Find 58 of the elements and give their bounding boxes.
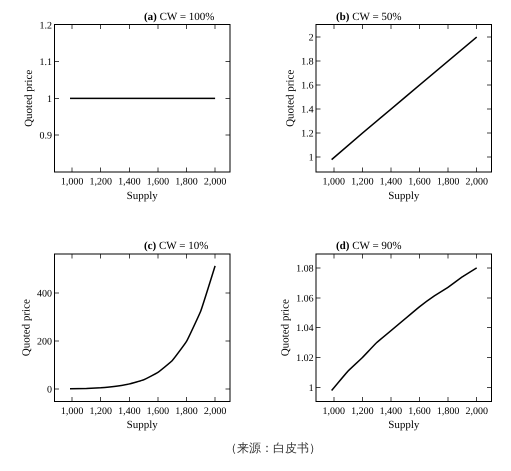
x-axis-title: Supply [126,419,158,432]
x-tick-label: 1,600 [146,406,170,417]
x-tick-label: 1,000 [322,406,345,417]
x-tick-label: 1,200 [89,406,112,417]
y-tick-label: 1.2 [40,20,52,32]
x-tick-label: 1,600 [146,176,170,188]
y-tick-label: 1.4 [301,104,314,116]
x-tick-label: 2,000 [465,406,488,417]
x-tick-label: 1,200 [351,176,374,188]
y-tick-label: 1.08 [296,263,314,274]
text: （来源：白皮书） [225,441,321,455]
y-tick-label: 1.1 [40,57,52,68]
x-tick-label: 1,400 [118,176,141,188]
x-tick-label: 1,800 [436,406,460,417]
line-series [330,36,478,160]
y-axis-title: Quoted price [284,70,297,127]
x-tick-label: 1,600 [408,176,431,188]
y-tick-label: 200 [37,336,52,348]
x-tick-label: 1,400 [118,406,141,417]
x-tick-label: 1,000 [60,176,84,188]
y-tick-label: 1 [47,94,52,105]
chart-title: (c) CW = 10% [144,240,208,252]
x-tick-label: 1,800 [175,176,198,188]
y-tick-label: 1.8 [301,56,314,68]
line-series [69,265,216,390]
x-tick-label: 1,800 [175,406,198,417]
y-tick-label: 1.02 [296,353,314,364]
chart-title: (a) CW = 100% [144,11,214,23]
chart-title: (d) CW = 90% [336,240,402,252]
y-axis-title: Quoted price [280,299,292,356]
x-tick-label: 2,000 [204,406,226,417]
y-tick-label: 400 [37,288,52,300]
y-tick-label: 1 [308,383,314,394]
x-tick-label: 2,000 [465,176,488,188]
y-axis-title: Quoted price [20,299,33,356]
y-tick-label: 0.9 [40,130,52,142]
x-tick-label: 1,000 [322,176,345,188]
y-tick-label: 2 [308,32,314,44]
x-tick-label: 1,200 [351,406,374,417]
chart-title: (b) CW = 50% [336,11,402,23]
x-tick-label: 1,400 [380,176,402,188]
y-tick-label: 1 [308,152,314,164]
x-axis-title: Supply [388,419,420,432]
y-tick-label: 1.6 [301,80,314,92]
line-series [330,267,478,392]
y-axis-title: Quoted price [23,70,36,127]
x-tick-label: 1,800 [436,176,460,188]
y-tick-label: 1.04 [296,323,314,334]
y-tick-label: 1.06 [296,293,314,304]
x-tick-label: 2,000 [204,176,226,188]
x-axis-title: Supply [126,190,158,202]
x-tick-label: 1,600 [408,406,431,417]
y-tick-label: 1.2 [301,128,314,140]
x-tick-label: 1,200 [89,176,112,188]
x-tick-label: 1,400 [380,406,402,417]
x-axis-title: Supply [388,190,420,202]
y-tick-label: 0 [47,384,52,396]
x-tick-label: 1,000 [60,406,84,417]
